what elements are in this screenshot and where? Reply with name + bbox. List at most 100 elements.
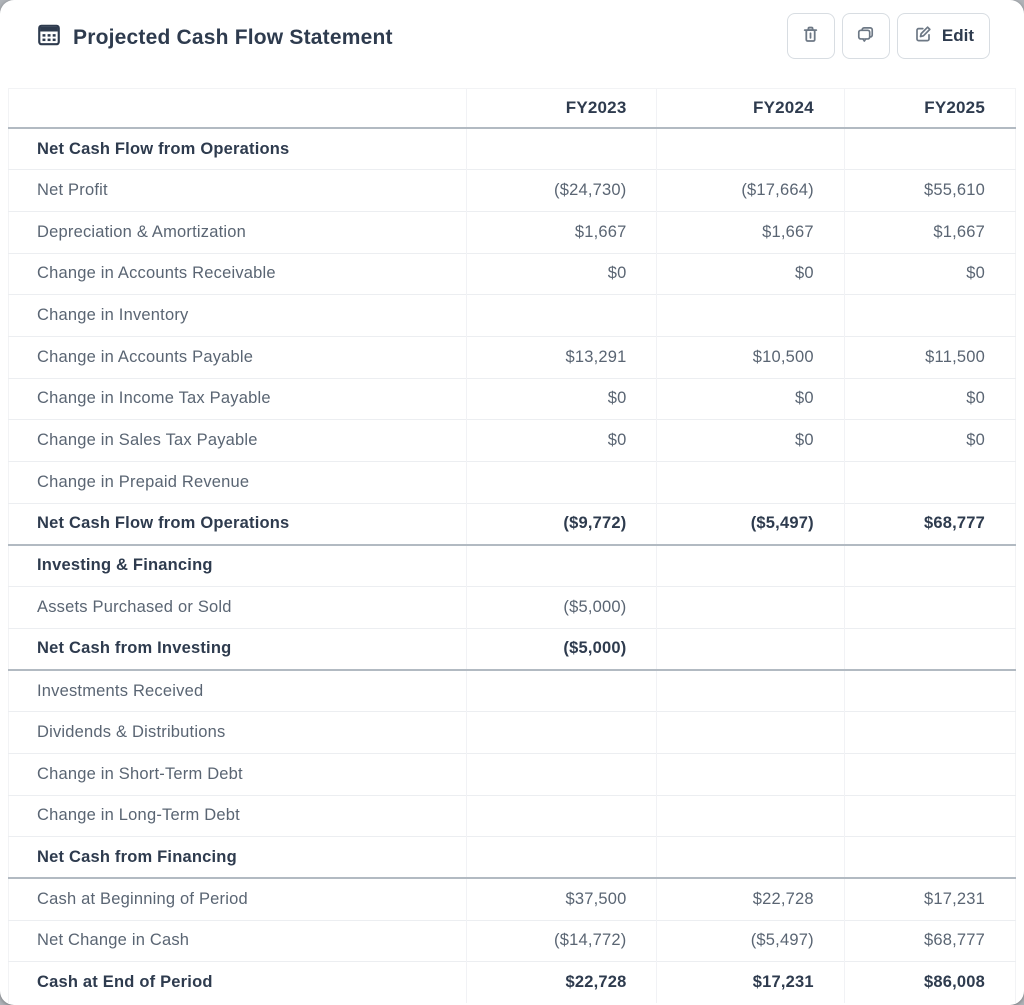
- cell-fy2025: [843, 461, 1016, 504]
- cell-fy2023: ($5,000): [466, 627, 657, 671]
- row-label: Change in Short-Term Debt: [8, 752, 467, 795]
- table-row: Net Profit ($24,730) ($17,664) $55,610: [8, 169, 1016, 212]
- cell-fy2025: [843, 669, 1016, 712]
- cell-fy2025: [843, 711, 1016, 754]
- table-head: FY2023 FY2024 FY2025: [8, 88, 1016, 129]
- cell-fy2023: $0: [466, 377, 657, 420]
- cell-fy2025: [843, 586, 1016, 629]
- row-label: Investments Received: [8, 669, 467, 712]
- edit-button[interactable]: Edit: [896, 13, 990, 59]
- cell-fy2023: $0: [466, 419, 657, 462]
- comments-button[interactable]: [841, 13, 890, 59]
- comments-icon: [855, 24, 876, 48]
- row-label: Net Cash Flow from Operations: [8, 502, 467, 546]
- title-wrap: Projected Cash Flow Statement: [36, 22, 393, 53]
- cell-fy2023: [466, 836, 657, 880]
- cell-fy2023: ($24,730): [466, 169, 657, 212]
- cash-flow-table: FY2023 FY2024 FY2025 Net Cash Flow from Op…: [8, 88, 1016, 1004]
- cell-fy2024: [656, 669, 845, 712]
- cell-fy2024: $0: [656, 377, 845, 420]
- cell-fy2024: [656, 294, 845, 337]
- table-row: Net Cash from Investing ($5,000): [8, 627, 1016, 671]
- table-row: Change in Sales Tax Payable $0 $0 $0: [8, 419, 1016, 462]
- column-header-fy2023: FY2023: [466, 88, 657, 129]
- edit-button-label: Edit: [941, 26, 974, 45]
- table-row: Change in Accounts Payable $13,291 $10,500…: [8, 335, 1016, 379]
- cell-fy2024: [656, 627, 845, 671]
- table-row: Dividends & Distributions: [8, 711, 1016, 754]
- delete-button[interactable]: [786, 13, 835, 59]
- cell-fy2023: $1,667: [466, 210, 657, 254]
- cell-fy2024: [656, 127, 845, 170]
- cell-fy2025: [843, 127, 1016, 170]
- cell-fy2025: $0: [843, 419, 1016, 462]
- cell-fy2024: [656, 836, 845, 880]
- cell-fy2023: [466, 127, 657, 170]
- column-header-fy2025: FY2025: [843, 88, 1016, 129]
- card-header: Projected Cash Flow Statement: [0, 0, 1024, 88]
- cell-fy2025: $1,667: [843, 210, 1016, 254]
- table-row: Change in Long-Term Debt: [8, 794, 1016, 837]
- trash-icon: [800, 24, 821, 48]
- table-body: Net Cash Flow from Operations Net Profit(…: [8, 127, 1016, 1004]
- cell-fy2024: $0: [656, 252, 845, 295]
- cell-fy2024: $1,667: [656, 210, 845, 254]
- cell-fy2023: $37,500: [466, 877, 657, 921]
- row-label: Net Change in Cash: [8, 919, 467, 962]
- row-label: Investing & Financing: [8, 544, 467, 587]
- cell-fy2023: [466, 294, 657, 337]
- cell-fy2025: [843, 794, 1016, 837]
- cell-fy2024: [656, 586, 845, 629]
- cell-fy2023: [466, 544, 657, 587]
- cell-fy2024: ($17,664): [656, 169, 845, 212]
- cell-fy2025: $0: [843, 377, 1016, 420]
- row-label: Net Cash Flow from Operations: [8, 127, 467, 170]
- row-label: Depreciation & Amortization: [8, 210, 467, 254]
- table-row: Change in Inventory: [8, 294, 1016, 337]
- table-row: Depreciation & Amortization $1,667 $1,667 $…: [8, 210, 1016, 254]
- row-label: Net Cash from Financing: [8, 836, 467, 880]
- cell-fy2024: $0: [656, 419, 845, 462]
- table-row: Net Cash Flow from Operations: [8, 127, 1016, 170]
- edit-icon: [913, 24, 933, 49]
- cell-fy2024: ($5,497): [656, 919, 845, 962]
- table-row: Net Cash Flow from Operations ($9,772) ($5…: [8, 502, 1016, 546]
- cell-fy2024: ($5,497): [656, 502, 845, 546]
- column-header-label: [8, 88, 467, 129]
- cell-fy2025: $68,777: [843, 502, 1016, 546]
- cell-fy2025: [843, 752, 1016, 795]
- table-row: Assets Purchased or Sold ($5,000): [8, 586, 1016, 629]
- cell-fy2024: [656, 752, 845, 795]
- row-label: Change in Long-Term Debt: [8, 794, 467, 837]
- table-row: Change in Prepaid Revenue: [8, 461, 1016, 504]
- header-actions: Edit: [786, 13, 990, 59]
- cell-fy2023: $22,728: [466, 961, 657, 1004]
- row-label: Net Profit: [8, 169, 467, 212]
- cell-fy2024: [656, 711, 845, 754]
- page-title: Projected Cash Flow Statement: [73, 25, 393, 49]
- row-label: Dividends & Distributions: [8, 711, 467, 754]
- table-row: Change in Accounts Receivable $0 $0 $0: [8, 252, 1016, 295]
- cell-fy2024: $17,231: [656, 961, 845, 1004]
- cell-fy2024: $10,500: [656, 335, 845, 379]
- cell-fy2025: $86,008: [843, 961, 1016, 1004]
- table-icon: [36, 22, 62, 53]
- cell-fy2023: $13,291: [466, 335, 657, 379]
- cell-fy2023: [466, 669, 657, 712]
- cell-fy2025: [843, 294, 1016, 337]
- cell-fy2024: [656, 794, 845, 837]
- cell-fy2023: $0: [466, 252, 657, 295]
- cell-fy2023: ($5,000): [466, 586, 657, 629]
- cell-fy2024: [656, 461, 845, 504]
- cell-fy2023: ($14,772): [466, 919, 657, 962]
- cell-fy2024: $22,728: [656, 877, 845, 921]
- cell-fy2024: [656, 544, 845, 587]
- row-label: Change in Income Tax Payable: [8, 377, 467, 420]
- cell-fy2023: [466, 461, 657, 504]
- cell-fy2023: ($9,772): [466, 502, 657, 546]
- cell-fy2025: $68,777: [843, 919, 1016, 962]
- table-row: Cash at End of Period $22,728 $17,231 $86,0…: [8, 961, 1016, 1004]
- table-row: Net Change in Cash ($14,772) ($5,497) $68,7…: [8, 919, 1016, 962]
- table-header-row: FY2023 FY2024 FY2025: [8, 88, 1016, 129]
